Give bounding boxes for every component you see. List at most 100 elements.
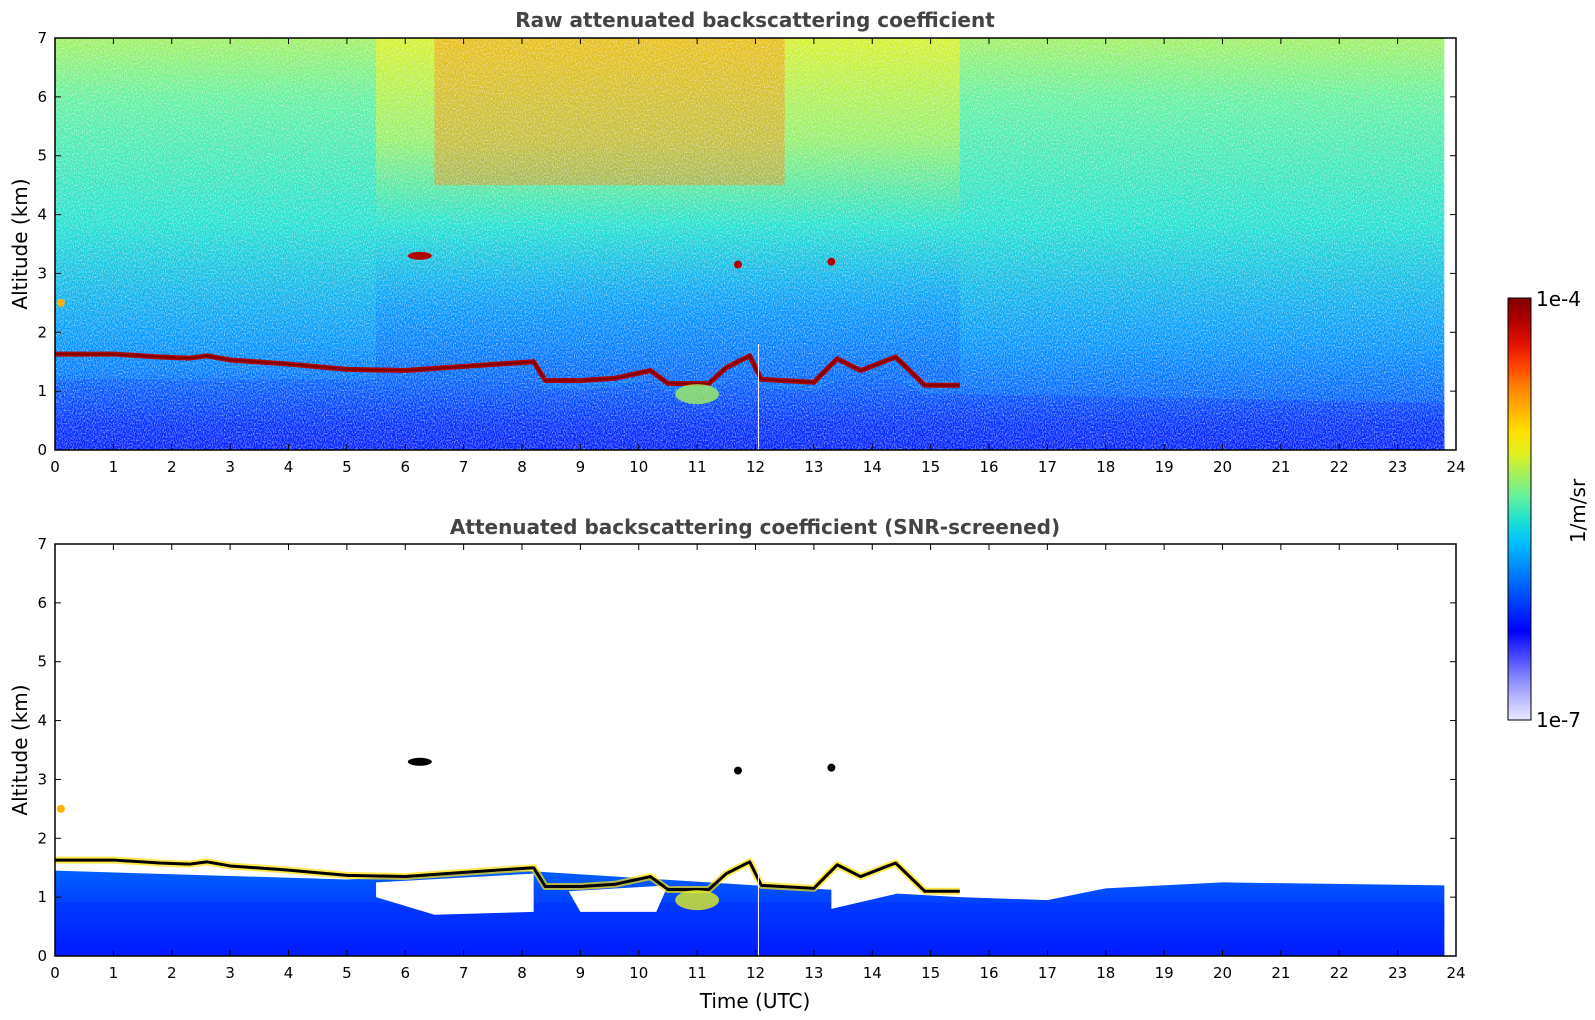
x-tick-label: 18 <box>1096 458 1115 476</box>
x-tick-label: 4 <box>284 964 294 982</box>
x-tick-label: 2 <box>167 458 177 476</box>
x-tick-label: 7 <box>459 458 469 476</box>
panel2-title: Attenuated backscattering coefficient (S… <box>450 515 1060 539</box>
x-tick-label: 5 <box>342 458 352 476</box>
panel2-y-axis-label: Altitude (km) <box>8 684 32 815</box>
y-tick-label: 4 <box>37 206 47 224</box>
x-tick-label: 4 <box>284 458 294 476</box>
x-tick-label: 19 <box>1155 964 1174 982</box>
snr-screened-heatmap <box>55 757 1445 956</box>
x-tick-label: 23 <box>1388 964 1407 982</box>
x-tick-label: 24 <box>1446 458 1465 476</box>
cloud-layer-core <box>55 353 960 387</box>
colorbar-unit-label: 1/m/sr <box>1566 478 1590 543</box>
raw-backscatter-heatmap <box>55 38 1445 450</box>
x-tick-label: 9 <box>576 458 586 476</box>
y-tick-label: 5 <box>37 653 47 671</box>
cloud-base-signal <box>675 890 720 911</box>
x-tick-label: 7 <box>459 964 469 982</box>
x-axis-label: Time (UTC) <box>699 989 811 1013</box>
cloud-base-signal <box>675 384 720 405</box>
x-tick-label: 12 <box>746 964 765 982</box>
panel2-x-ticks: 0 1 2 3 4 5 6 7 8 9 10 11 12 13 14 15 16 17 18 19 20 21 22 23 24 <box>50 544 1466 982</box>
near-surface-layer <box>55 903 1445 956</box>
screened-gap <box>376 873 534 915</box>
y-tick-label: 5 <box>37 147 47 165</box>
y-tick-label: 0 <box>37 947 47 965</box>
x-tick-label: 23 <box>1388 458 1407 476</box>
x-tick-label: 22 <box>1330 458 1349 476</box>
y-tick-label: 7 <box>37 535 47 553</box>
colorbar-max-label: 1e-4 <box>1536 287 1581 311</box>
y-tick-label: 6 <box>37 594 47 612</box>
x-tick-label: 3 <box>225 964 235 982</box>
cloud-layer <box>55 858 960 893</box>
screened-gap <box>568 885 668 912</box>
x-tick-label: 24 <box>1446 964 1465 982</box>
x-tick-label: 17 <box>1038 458 1057 476</box>
x-tick-label: 2 <box>167 964 177 982</box>
x-tick-label: 18 <box>1096 964 1115 982</box>
isolated-cloud <box>56 804 65 813</box>
x-tick-label: 0 <box>50 964 60 982</box>
x-tick-label: 21 <box>1271 458 1290 476</box>
x-tick-label: 6 <box>400 458 410 476</box>
x-tick-label: 5 <box>342 964 352 982</box>
x-tick-label: 10 <box>629 964 648 982</box>
y-tick-label: 0 <box>37 441 47 459</box>
colorbar: 1e-4 1e-7 1/m/sr <box>1507 287 1590 732</box>
x-tick-label: 19 <box>1155 458 1174 476</box>
x-tick-label: 12 <box>746 458 765 476</box>
x-tick-label: 11 <box>688 458 707 476</box>
y-tick-label: 2 <box>37 323 47 341</box>
x-tick-label: 16 <box>979 458 998 476</box>
x-tick-label: 16 <box>979 964 998 982</box>
x-tick-label: 15 <box>921 964 940 982</box>
x-tick-label: 11 <box>688 964 707 982</box>
isolated-cloud <box>733 260 742 269</box>
x-tick-label: 10 <box>629 458 648 476</box>
isolated-cloud <box>407 251 432 260</box>
x-tick-label: 6 <box>400 964 410 982</box>
y-tick-label: 7 <box>37 29 47 47</box>
raw-backscatter-panel: Raw attenuated backscattering coefficien… <box>8 8 1466 476</box>
isolated-cloud <box>407 757 432 766</box>
panel1-y-axis-label: Altitude (km) <box>8 178 32 309</box>
y-tick-label: 1 <box>37 888 47 906</box>
noise-speckle <box>55 38 1445 450</box>
isolated-cloud <box>827 257 836 266</box>
panel1-y-ticks: 0 1 2 3 4 5 6 7 <box>37 29 1456 459</box>
x-tick-label: 1 <box>109 458 119 476</box>
panel1-title: Raw attenuated backscattering coefficien… <box>515 8 995 32</box>
panel1-x-ticks: 0 1 2 3 4 5 6 7 8 9 10 11 12 13 14 15 16 17 18 19 20 21 22 23 24 <box>50 38 1466 476</box>
x-tick-label: 0 <box>50 458 60 476</box>
x-tick-label: 21 <box>1271 964 1290 982</box>
y-tick-label: 3 <box>37 770 47 788</box>
x-tick-label: 3 <box>225 458 235 476</box>
isolated-cloud <box>827 763 836 772</box>
x-tick-label: 13 <box>804 458 823 476</box>
snr-screened-panel: Attenuated backscattering coefficient (S… <box>8 515 1466 1013</box>
y-tick-label: 2 <box>37 829 47 847</box>
isolated-cloud <box>733 766 742 775</box>
colorbar-min-label: 1e-7 <box>1536 708 1581 732</box>
y-tick-label: 3 <box>37 264 47 282</box>
isolated-cloud <box>56 298 65 307</box>
x-tick-label: 9 <box>576 964 586 982</box>
x-tick-label: 22 <box>1330 964 1349 982</box>
colorbar-gradient <box>1507 297 1532 721</box>
y-tick-label: 1 <box>37 382 47 400</box>
x-tick-label: 8 <box>517 458 527 476</box>
y-tick-label: 4 <box>37 712 47 730</box>
y-tick-label: 6 <box>37 88 47 106</box>
x-tick-label: 20 <box>1213 458 1232 476</box>
screened-gap <box>831 867 919 909</box>
x-tick-label: 14 <box>863 458 882 476</box>
x-tick-label: 13 <box>804 964 823 982</box>
panel2-y-ticks: 0 1 2 3 4 5 6 7 <box>37 535 1456 965</box>
x-tick-label: 1 <box>109 964 119 982</box>
x-tick-label: 8 <box>517 964 527 982</box>
x-tick-label: 17 <box>1038 964 1057 982</box>
x-tick-label: 15 <box>921 458 940 476</box>
